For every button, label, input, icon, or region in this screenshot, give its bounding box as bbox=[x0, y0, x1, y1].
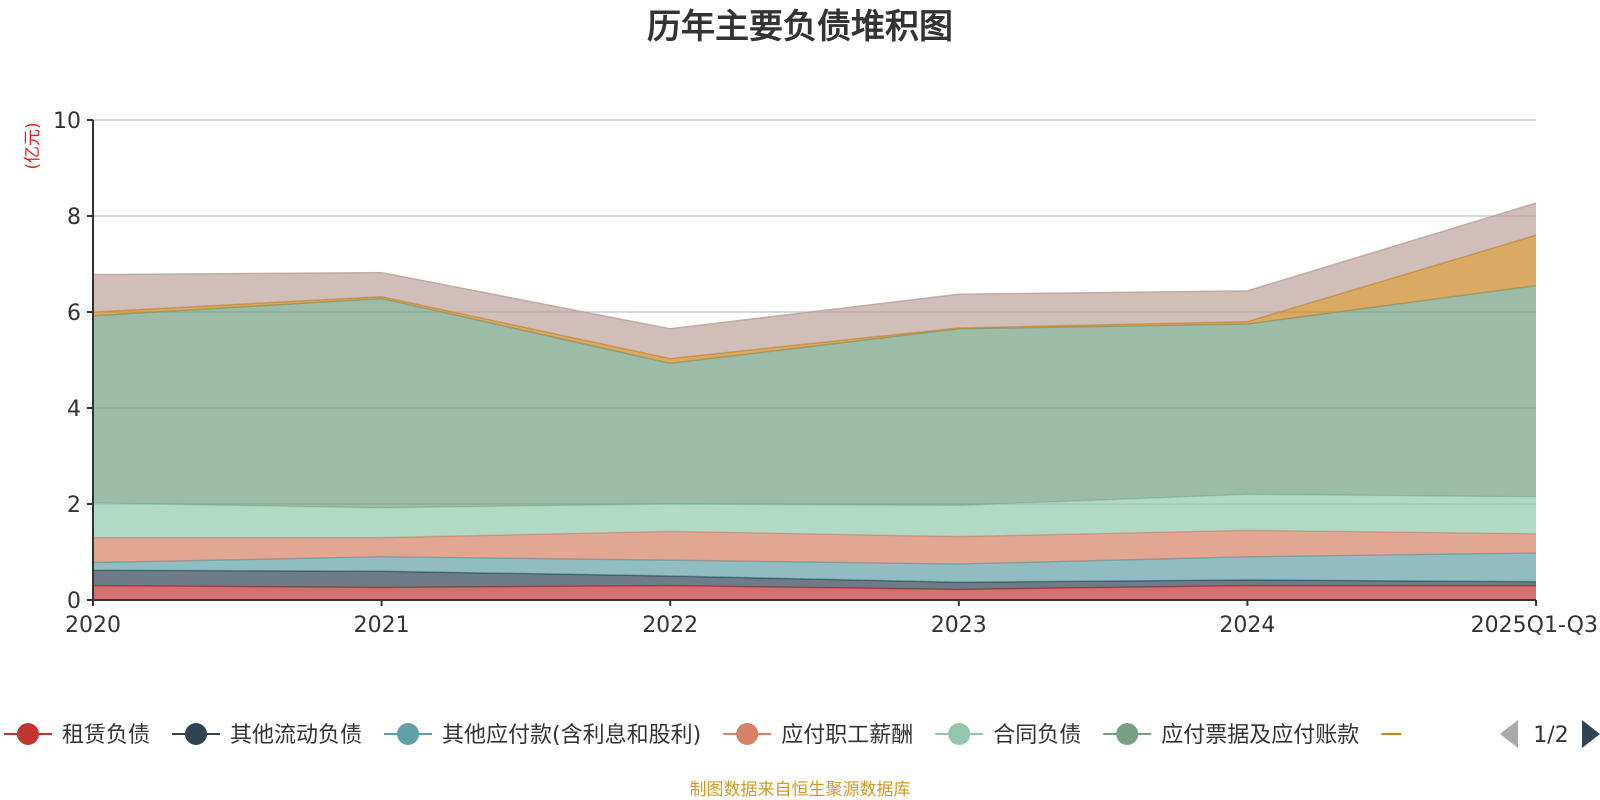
legend-circle-marker bbox=[948, 723, 971, 745]
legend-label: 合同负债 bbox=[993, 723, 1081, 748]
y-tick-label: 2 bbox=[67, 493, 81, 518]
legend-pager: 1/2 bbox=[1500, 720, 1600, 748]
legend-item[interactable]: 应付票据及应付账款 bbox=[1103, 723, 1359, 748]
x-tick-label: 2024 bbox=[1219, 613, 1275, 638]
legend-page-indicator: 1/2 bbox=[1533, 723, 1568, 748]
series-line-7 bbox=[92, 202, 1537, 330]
x-tick-label: 2021 bbox=[354, 613, 410, 638]
y-tick-label: 0 bbox=[67, 589, 81, 614]
x-tick-label: 2023 bbox=[931, 613, 987, 638]
area-series-4[interactable] bbox=[93, 494, 1536, 538]
legend-label: 其他流动负债 bbox=[230, 723, 362, 748]
legend-label: 应付票据及应付账款 bbox=[1161, 723, 1359, 748]
legend-circle-marker bbox=[736, 723, 759, 745]
legend-circle-marker bbox=[397, 723, 420, 745]
x-tick-label: 2022 bbox=[642, 613, 698, 638]
data-source-note: 制图数据来自恒生聚源数据库 bbox=[690, 780, 911, 800]
x-tick-label: 2020 bbox=[65, 613, 121, 638]
axes: 0 2 4 6 8 10 2020 2021 2022 2023 2024 2025Q1-Q3 bbox=[53, 109, 1598, 638]
legend-circle-marker bbox=[17, 723, 39, 745]
area-series-7[interactable] bbox=[93, 203, 1536, 359]
legend-next-page-icon[interactable] bbox=[1582, 720, 1600, 748]
legend-item[interactable]: 合同负债 bbox=[935, 723, 1081, 748]
legend-item[interactable]: 租赁负债 bbox=[4, 723, 150, 748]
chart-title: 历年主要负债堆积图 bbox=[647, 7, 953, 47]
area-series-2[interactable] bbox=[93, 552, 1536, 583]
legend-item[interactable]: 其他流动负债 bbox=[172, 723, 362, 748]
y-tick-label: 4 bbox=[67, 397, 81, 422]
area-series-0[interactable] bbox=[93, 585, 1536, 600]
y-tick-label: 8 bbox=[67, 205, 81, 230]
legend: 租赁负债 其他流动负债 其他应付款(含利息和股利) 应付职工薪酬 合同负债 应付票据及应付… bbox=[4, 723, 1402, 748]
legend-label: 应付职工薪酬 bbox=[781, 723, 913, 748]
legend-item[interactable]: 其他应付款(含利息和股利) bbox=[384, 723, 701, 748]
legend-circle-marker bbox=[1116, 723, 1139, 745]
x-tick-label: 2025Q1-Q3 bbox=[1471, 613, 1598, 638]
area-series-3[interactable] bbox=[93, 530, 1536, 564]
y-axis-unit-label: (亿元) bbox=[23, 122, 43, 169]
legend-item[interactable]: 应付职工薪酬 bbox=[723, 723, 913, 748]
legend-circle-marker bbox=[185, 723, 208, 745]
legend-prev-page-icon[interactable] bbox=[1500, 720, 1518, 748]
legend-label: 租赁负债 bbox=[62, 723, 150, 748]
y-tick-label: 6 bbox=[67, 301, 81, 326]
area-series-5[interactable] bbox=[93, 285, 1536, 508]
legend-label: 其他应付款(含利息和股利) bbox=[442, 723, 701, 748]
y-tick-label: 10 bbox=[53, 109, 81, 134]
stacked-areas bbox=[92, 202, 1537, 600]
